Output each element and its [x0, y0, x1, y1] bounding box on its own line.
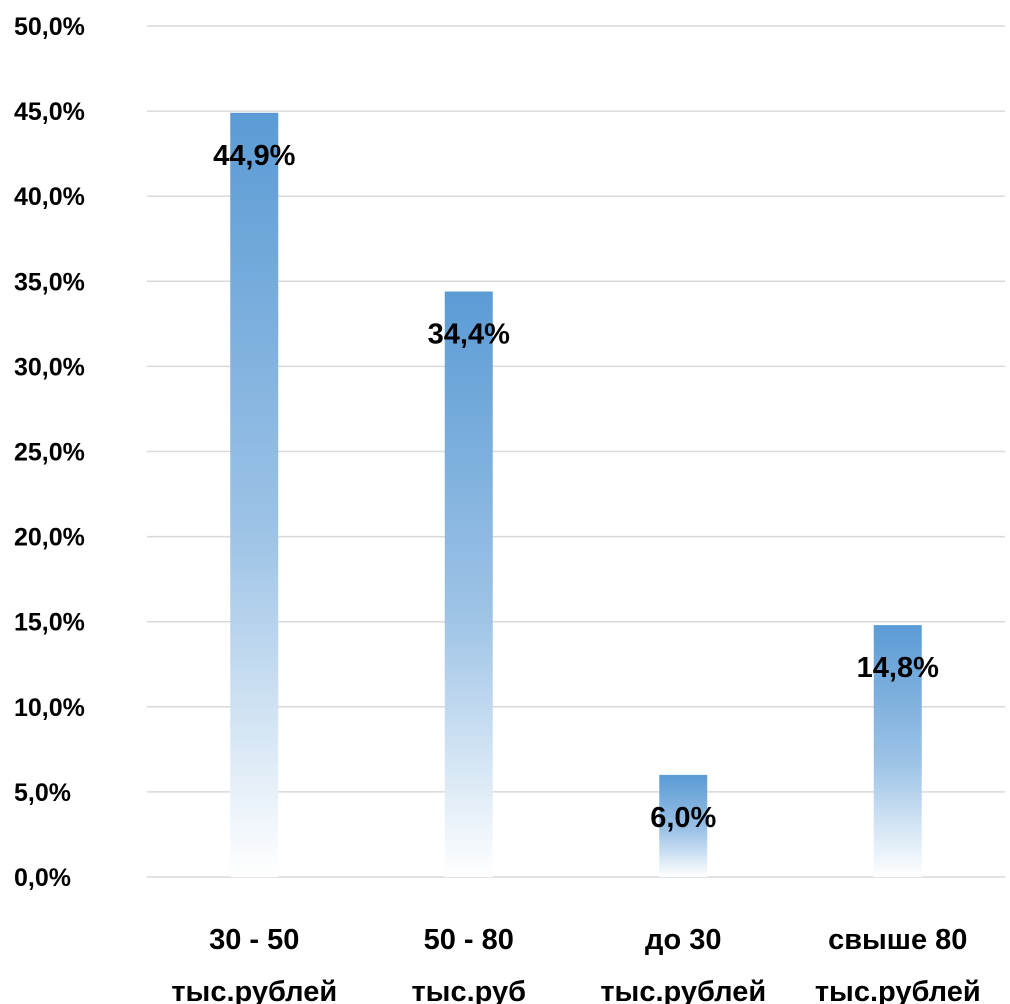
- y-tick-label: 30,0%: [14, 353, 85, 381]
- data-labels: 44,9% 34,4% 6,0% 14,8%: [213, 140, 939, 834]
- x-axis-categories: 30 - 50 тыс.рублей 50 - 80 тыс.руб до 30 тыс.…: [171, 924, 980, 1004]
- y-tick-label: 10,0%: [14, 694, 85, 722]
- y-tick-label: 20,0%: [14, 524, 85, 552]
- bar: [659, 774, 708, 877]
- data-label: 6,0%: [650, 802, 716, 834]
- y-tick-label: 15,0%: [14, 609, 85, 637]
- x-category-label: 30 - 50: [209, 924, 299, 956]
- bar: [230, 112, 279, 877]
- y-tick-label: 40,0%: [14, 183, 85, 211]
- bars: [230, 112, 922, 878]
- x-category-label: тыс.руб: [411, 976, 526, 1004]
- data-label: 14,8%: [857, 652, 939, 684]
- y-axis-ticks: 0,0% 5,0% 10,0% 15,0% 20,0% 25,0% 30,0% 35,0% 40…: [14, 13, 85, 892]
- x-category-label: тыс.рублей: [171, 976, 337, 1004]
- data-label: 44,9%: [213, 140, 295, 172]
- y-tick-label: 5,0%: [14, 779, 71, 807]
- gridlines: [147, 25, 1005, 878]
- x-category-label: свыше 80: [828, 924, 967, 956]
- y-tick-label: 35,0%: [14, 268, 85, 296]
- y-tick-label: 25,0%: [14, 439, 85, 467]
- bar: [444, 291, 493, 878]
- y-tick-label: 0,0%: [14, 864, 71, 892]
- data-label: 34,4%: [428, 319, 510, 351]
- y-tick-label: 45,0%: [14, 98, 85, 126]
- bar: [873, 625, 922, 877]
- x-category-label: до 30: [645, 924, 721, 956]
- x-category-label: тыс.рублей: [600, 976, 766, 1004]
- x-category-label: 50 - 80: [424, 924, 514, 956]
- x-category-label: тыс.рублей: [815, 976, 981, 1004]
- y-tick-label: 50,0%: [14, 13, 85, 41]
